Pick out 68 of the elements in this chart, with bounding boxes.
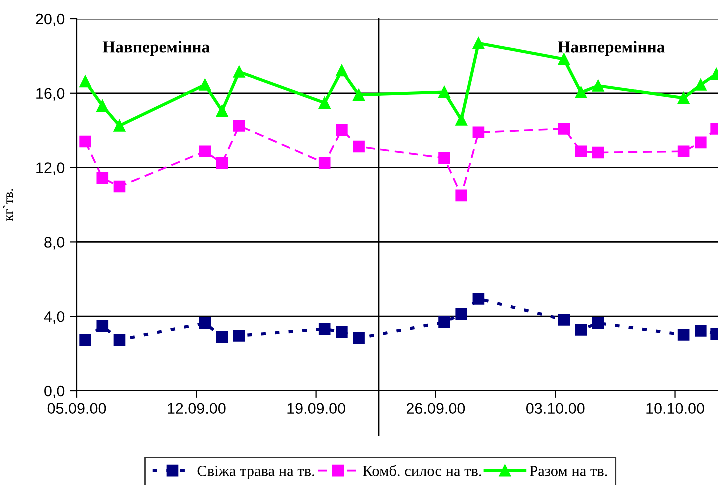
x-tick-label: 05.09.00 <box>48 403 106 414</box>
point <box>336 124 348 136</box>
point <box>216 105 228 117</box>
point <box>438 152 450 164</box>
point <box>472 37 485 50</box>
point <box>80 136 92 148</box>
legend-label: Разом на тв. <box>530 466 608 476</box>
annotation: Навперемінна <box>558 41 665 56</box>
point <box>575 324 588 336</box>
point <box>114 120 126 132</box>
point <box>438 86 450 98</box>
point <box>233 120 246 132</box>
point <box>558 123 570 135</box>
x-tick-label: 26.09.00 <box>406 403 466 414</box>
point <box>575 146 588 158</box>
point <box>80 334 92 346</box>
point <box>216 331 228 344</box>
point <box>353 332 365 344</box>
point <box>592 146 604 159</box>
point <box>318 97 331 109</box>
point <box>336 64 348 77</box>
point <box>318 157 331 170</box>
point <box>472 126 485 139</box>
point <box>114 180 126 193</box>
point <box>216 157 228 170</box>
point <box>353 140 365 153</box>
point <box>199 317 212 330</box>
point <box>456 308 468 320</box>
point <box>695 136 707 149</box>
point <box>678 329 690 341</box>
x-tick-label: 10.10.00 <box>646 403 704 414</box>
point <box>336 326 348 338</box>
point <box>456 190 468 202</box>
x-tick-label: 03.10.00 <box>526 403 585 414</box>
point <box>472 293 485 305</box>
point <box>318 323 331 336</box>
y-axis-title: кг`тв. <box>3 189 14 222</box>
annotation: Навперемінна <box>102 41 210 56</box>
point <box>233 330 246 342</box>
x-tick-label: 19.09.00 <box>288 403 346 414</box>
point <box>456 114 468 126</box>
point <box>575 86 588 99</box>
point <box>695 79 707 91</box>
point <box>96 100 109 112</box>
y-tick-label: 16,0 <box>36 88 65 101</box>
point <box>96 320 109 332</box>
y-tick-label: 20,0 <box>36 14 65 26</box>
y-tick-label: 8,0 <box>44 237 65 250</box>
point <box>438 316 450 328</box>
point <box>353 89 365 101</box>
point <box>96 172 109 184</box>
point <box>199 79 212 91</box>
y-tick-label: 4,0 <box>44 311 65 324</box>
point <box>199 146 212 158</box>
point <box>558 314 570 326</box>
point <box>80 76 92 88</box>
point <box>592 80 604 92</box>
x-tick-label: 12.09.00 <box>168 403 226 414</box>
y-tick-label: 12,0 <box>36 162 65 176</box>
legend-label: Комб. силос на тв. <box>363 465 482 476</box>
point <box>695 325 707 337</box>
point <box>233 66 246 78</box>
point <box>678 92 690 104</box>
point <box>678 146 690 158</box>
y-tick-label: 0,0 <box>44 386 65 398</box>
point <box>592 317 604 330</box>
legend-label: Свіжа трава на тв. <box>198 466 314 480</box>
point <box>114 334 126 346</box>
